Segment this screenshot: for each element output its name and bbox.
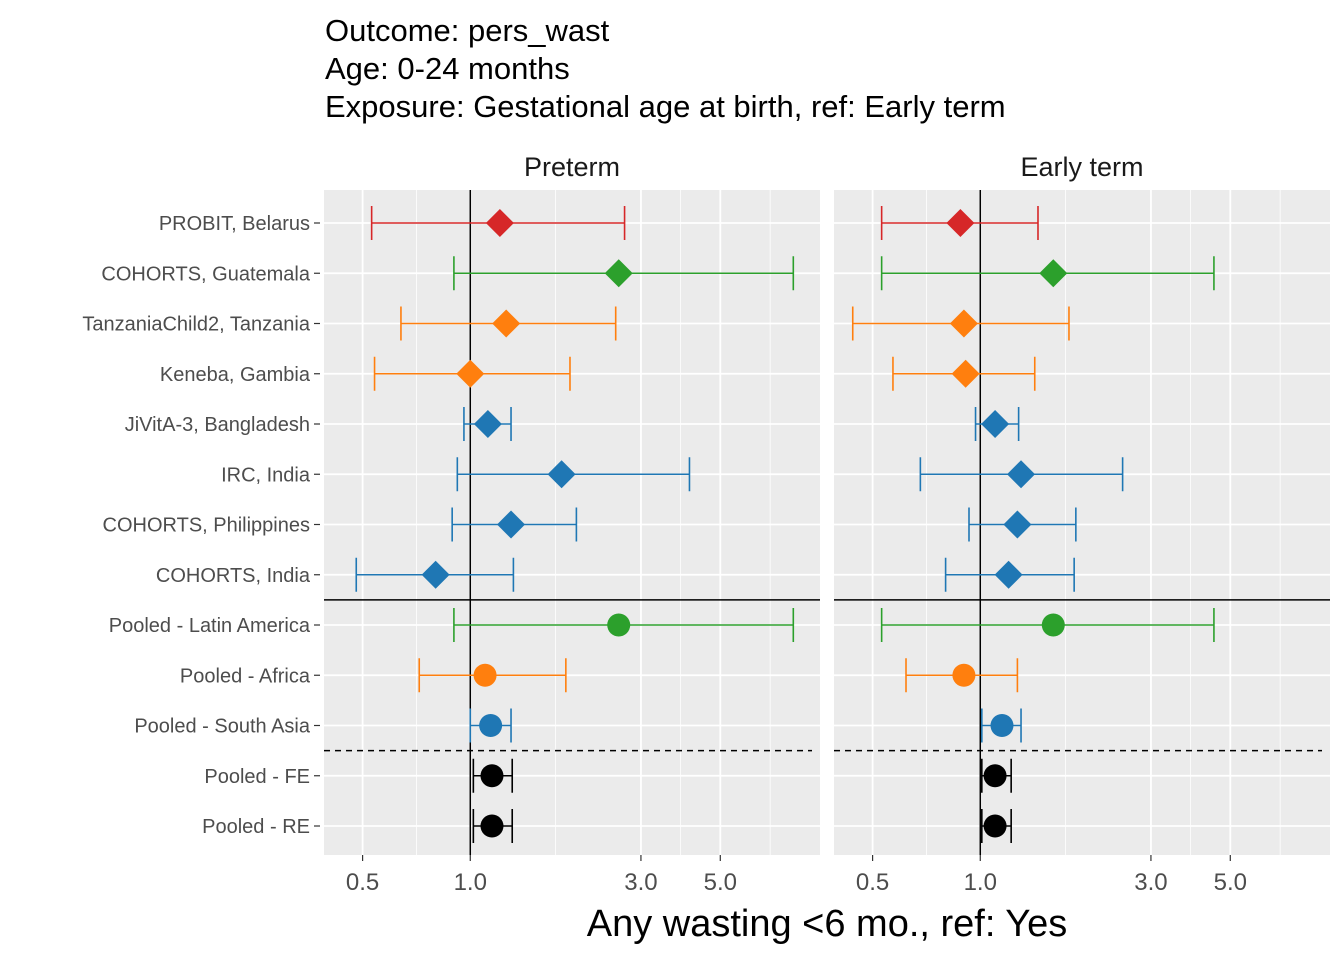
point-estimate-diamond	[497, 510, 526, 539]
point-estimate-circle	[473, 663, 497, 687]
x-tick-label: 1.0	[454, 869, 487, 896]
point-estimate-circle	[480, 764, 504, 788]
x-axis-title: Any wasting <6 mo., ref: Yes	[587, 903, 1068, 945]
row-label: TanzaniaChild2, Tanzania	[82, 314, 310, 336]
plot-title: Outcome: pers_wast Age: 0-24 months Expo…	[325, 12, 1006, 126]
panel-background	[834, 190, 1330, 855]
point-estimate-circle	[1041, 613, 1065, 637]
point-estimate-diamond	[604, 259, 633, 288]
point-estimate-diamond	[1007, 460, 1036, 489]
point-estimate-diamond	[1003, 510, 1032, 539]
row-label: COHORTS, India	[156, 565, 311, 587]
point-estimate-diamond	[946, 209, 975, 237]
x-tick-label: 3.0	[624, 869, 657, 896]
point-estimate-circle	[480, 814, 504, 838]
row-label: JiVitA-3, Bangladesh	[125, 414, 310, 436]
title-age: Age: 0-24 months	[325, 51, 570, 86]
point-estimate-diamond	[485, 209, 514, 237]
x-tick-label: 0.5	[346, 869, 379, 896]
point-estimate-circle	[607, 613, 631, 637]
point-estimate-diamond	[951, 359, 980, 388]
row-label: COHORTS, Philippines	[103, 515, 310, 537]
point-estimate-diamond	[1039, 259, 1068, 288]
row-label: Pooled - Africa	[180, 665, 311, 687]
row-label: Pooled - FE	[204, 766, 310, 788]
point-estimate-circle	[983, 814, 1007, 838]
point-estimate-circle	[952, 663, 976, 687]
panel-strip-label: Preterm	[524, 152, 620, 182]
row-label: Pooled - Latin America	[109, 615, 311, 637]
row-label: IRC, India	[221, 464, 311, 486]
point-estimate-diamond	[492, 309, 521, 338]
point-estimate-circle	[990, 714, 1014, 737]
x-tick-label: 3.0	[1134, 869, 1167, 896]
point-estimate-diamond	[994, 560, 1023, 589]
title-exposure: Exposure: Gestational age at birth, ref:…	[325, 89, 1006, 124]
title-outcome: Outcome: pers_wast	[325, 13, 610, 48]
point-estimate-diamond	[421, 560, 450, 589]
point-estimate-diamond	[981, 410, 1010, 438]
x-tick-label: 0.5	[856, 869, 889, 896]
row-label: Pooled - RE	[202, 816, 310, 838]
x-tick-label: 5.0	[1214, 869, 1247, 896]
row-label: Keneba, Gambia	[160, 364, 311, 386]
row-label: Pooled - South Asia	[134, 716, 311, 738]
x-tick-label: 5.0	[704, 869, 737, 896]
point-estimate-circle	[983, 764, 1007, 788]
point-estimate-circle	[479, 714, 503, 737]
row-label: COHORTS, Guatemala	[101, 263, 310, 285]
panel-background	[324, 190, 820, 855]
point-estimate-diamond	[473, 410, 502, 438]
point-estimate-diamond	[949, 309, 978, 338]
point-estimate-diamond	[456, 359, 485, 388]
x-tick-label: 1.0	[964, 869, 997, 896]
point-estimate-diamond	[547, 460, 576, 489]
panel-strip-label: Early term	[1020, 152, 1143, 182]
row-label: PROBIT, Belarus	[159, 213, 310, 235]
